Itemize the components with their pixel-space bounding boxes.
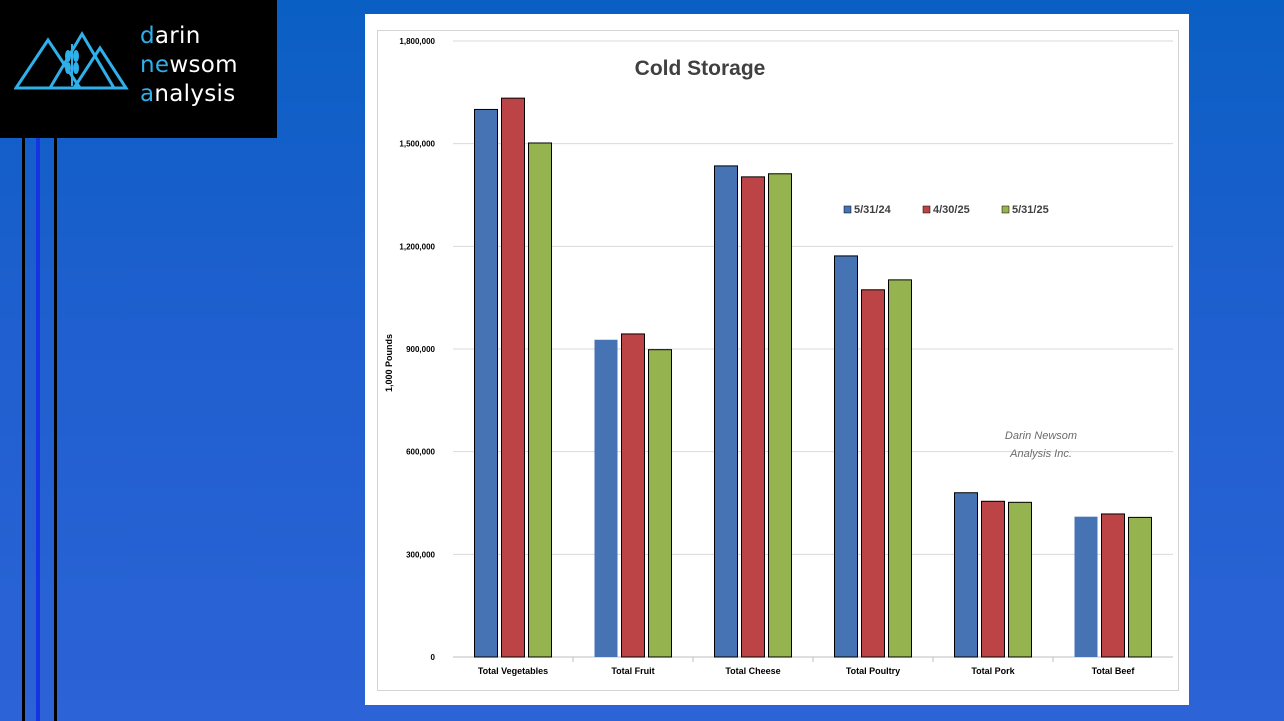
watermark-text: Darin Newsom — [1005, 430, 1077, 442]
bar — [834, 255, 858, 658]
y-axis-ticks: 0 300,000 600,000 900,000 1,200,000 1,500,000… — [399, 37, 435, 662]
bar — [621, 333, 645, 658]
legend-swatch — [843, 205, 852, 214]
logo-panel: darin newsom analysis — [0, 0, 277, 138]
y-tick-label: 0 — [431, 653, 436, 662]
bar — [888, 279, 912, 658]
bar — [954, 492, 978, 658]
x-tick-label: Total Vegetables — [478, 666, 548, 676]
watermark: Darin Newsom Analysis Inc. — [1005, 430, 1077, 460]
x-axis-ticks: Total Vegetables Total Fruit Total Cheese T… — [478, 657, 1136, 676]
logo-letter: d — [140, 23, 155, 49]
bar — [714, 165, 738, 658]
bar — [648, 349, 672, 658]
x-tick-label: Total Beef — [1092, 666, 1136, 676]
y-axis-label: 1,000 Pounds — [384, 334, 394, 392]
decorative-stripe — [22, 138, 25, 721]
x-tick-label: Total Cheese — [725, 666, 780, 676]
bar — [981, 500, 1005, 658]
chart-card: 0 300,000 600,000 900,000 1,200,000 1,500,000… — [365, 14, 1189, 705]
decorative-stripe — [36, 138, 40, 721]
y-tick-label: 1,800,000 — [399, 37, 435, 46]
chart-title: Cold Storage — [635, 57, 766, 80]
bar — [1074, 516, 1098, 657]
legend-label: 4/30/25 — [933, 204, 970, 216]
y-tick-label: 900,000 — [406, 345, 435, 354]
bar — [594, 339, 618, 657]
bar-chart: 0 300,000 600,000 900,000 1,200,000 1,500,000… — [384, 37, 1173, 676]
legend: 5/31/24 4/30/25 5/31/25 — [843, 204, 1049, 216]
bar — [768, 173, 792, 658]
watermark-text: Analysis Inc. — [1009, 448, 1072, 460]
bar — [1128, 516, 1152, 658]
logo-word-mid: w — [169, 52, 189, 78]
legend-label: 5/31/24 — [854, 204, 892, 216]
logo-letter: a — [140, 81, 155, 107]
legend-label: 5/31/25 — [1012, 204, 1049, 216]
bar — [1008, 501, 1032, 658]
logo-word-rest: nalysis — [154, 81, 236, 107]
y-tick-label: 300,000 — [406, 550, 435, 559]
bar — [528, 142, 552, 658]
bar — [501, 97, 525, 658]
legend-swatch — [1001, 205, 1010, 214]
decorative-stripe — [54, 138, 57, 721]
y-tick-label: 1,200,000 — [399, 242, 435, 251]
logo-word-rest: som — [188, 52, 238, 78]
y-tick-label: 600,000 — [406, 448, 435, 457]
logo-word-rest: arin — [154, 23, 201, 49]
chart-frame: 0 300,000 600,000 900,000 1,200,000 1,500,000… — [377, 30, 1179, 691]
mountains-wheat-icon — [14, 31, 129, 90]
x-tick-label: Total Pork — [971, 666, 1015, 676]
y-tick-label: 1,500,000 — [399, 140, 435, 149]
gridlines — [453, 40, 1173, 658]
logo-letter: ne — [140, 52, 170, 78]
bars — [474, 97, 1152, 658]
bar — [1101, 513, 1125, 658]
logo-wordmark: darin newsom analysis — [140, 22, 238, 109]
bar — [741, 176, 765, 658]
bar — [474, 108, 498, 658]
legend-swatch — [922, 205, 931, 214]
x-tick-label: Total Fruit — [611, 666, 654, 676]
x-tick-label: Total Poultry — [846, 666, 900, 676]
bar — [861, 289, 885, 658]
